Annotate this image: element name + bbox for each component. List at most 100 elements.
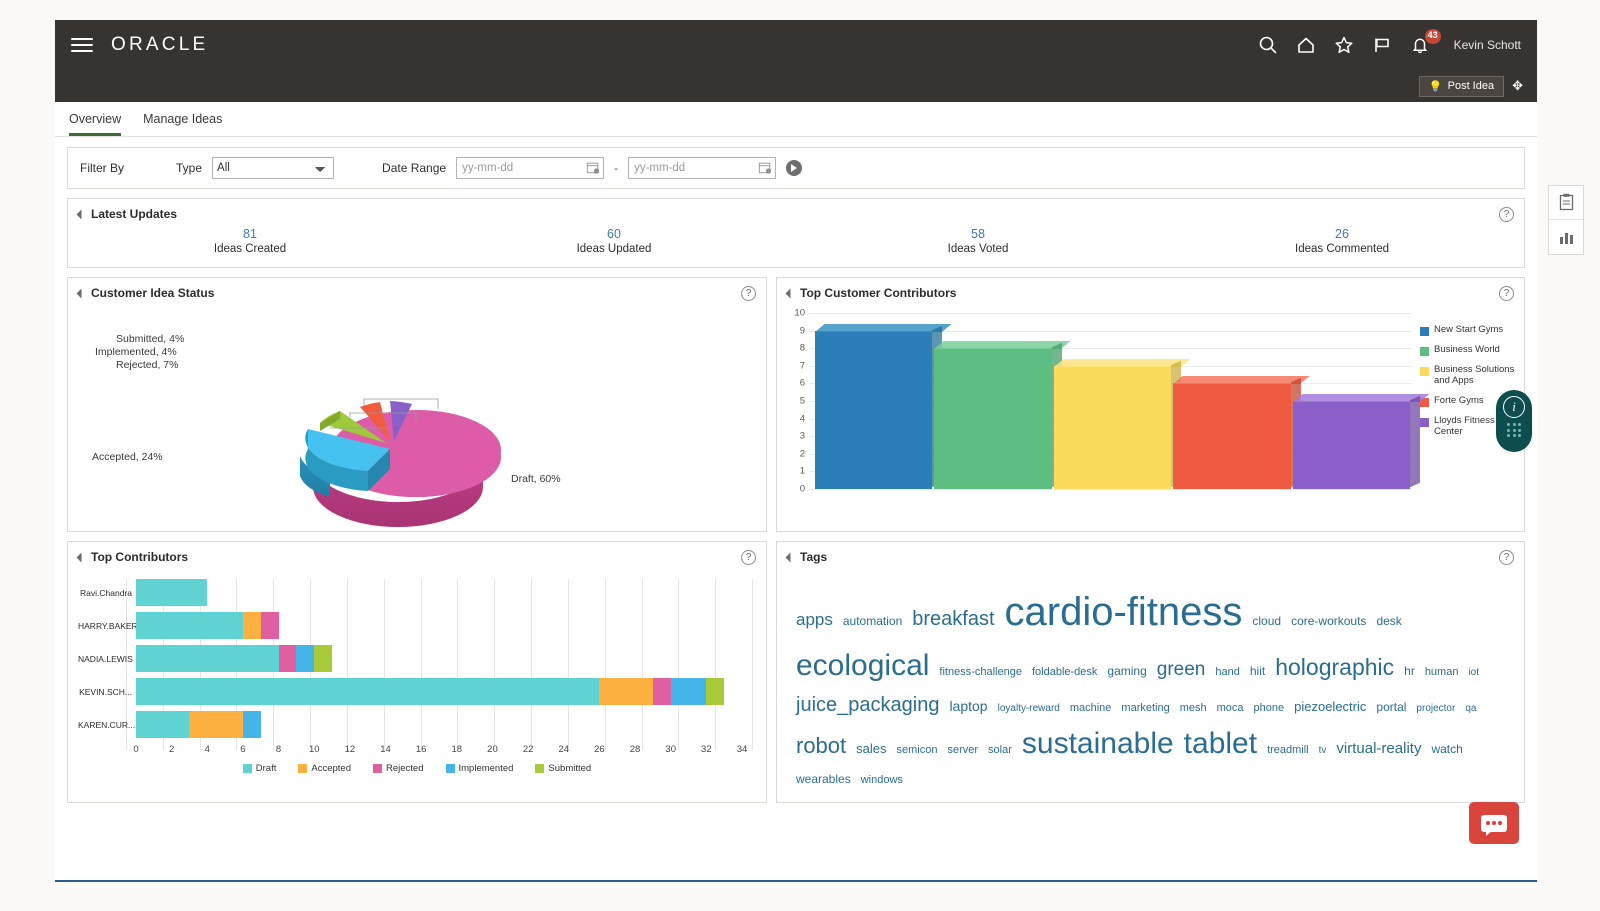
bar-row-ravi-chandra[interactable]: Ravi.Chandra (80, 579, 742, 606)
collapse-triangle-icon[interactable] (785, 552, 796, 562)
segment-draft[interactable] (136, 678, 600, 705)
bar-lloyds-fitness-center[interactable] (1292, 394, 1430, 489)
legend-item-lloyds-fitness-center[interactable]: Lloyds Fitness Center (1420, 415, 1516, 438)
tag-item[interactable]: core-workouts (1291, 614, 1367, 628)
chat-button[interactable] (1469, 802, 1519, 844)
legend-item-accepted[interactable]: Accepted (298, 763, 351, 774)
tag-item[interactable]: mesh (1179, 701, 1207, 714)
tag-item[interactable]: holographic (1275, 654, 1395, 680)
search-icon[interactable] (1258, 35, 1278, 55)
tag-item[interactable]: projector (1416, 702, 1456, 714)
tag-item[interactable]: portal (1376, 699, 1407, 714)
kpi-value[interactable]: 60 (607, 227, 621, 241)
tag-item[interactable]: breakfast (912, 608, 995, 630)
bar-row-karen-cur[interactable]: KAREN.CUR... (78, 711, 742, 738)
segment-submitted[interactable] (314, 645, 333, 672)
tag-item[interactable]: tablet (1183, 726, 1258, 760)
help-icon[interactable]: ? (1499, 286, 1514, 301)
type-select[interactable]: All (212, 157, 335, 179)
tag-item[interactable]: hiit (1249, 664, 1266, 678)
tag-item[interactable]: robot (796, 732, 847, 758)
bar-row-kevin-sch[interactable]: KEVIN.SCH... (79, 678, 742, 705)
calendar-icon[interactable] (586, 160, 600, 175)
tag-item[interactable]: sustainable (1021, 726, 1174, 760)
tag-item[interactable]: solar (988, 743, 1012, 756)
tag-item[interactable]: machine (1069, 701, 1112, 714)
help-icon[interactable]: ? (741, 550, 756, 565)
collapse-triangle-icon[interactable] (76, 209, 87, 219)
collapse-triangle-icon[interactable] (785, 288, 796, 298)
segment-rejected[interactable] (652, 678, 671, 705)
tag-item[interactable]: cardio-fitness (1004, 590, 1243, 634)
tag-item[interactable]: ecological (796, 649, 930, 682)
segment-rejected[interactable] (260, 612, 279, 639)
segment-implemented[interactable] (242, 711, 261, 738)
segment-accepted[interactable] (189, 711, 243, 738)
tag-item[interactable]: sales (856, 740, 887, 756)
legend-item-business-world[interactable]: Business World (1420, 344, 1516, 356)
tag-item[interactable]: treadmill (1267, 743, 1309, 756)
help-icon[interactable]: ? (1499, 207, 1514, 222)
help-icon[interactable]: ? (741, 286, 756, 301)
segment-implemented[interactable] (296, 645, 315, 672)
tag-item[interactable]: apps (796, 610, 833, 629)
legend-item-forte-gyms[interactable]: Forte Gyms (1420, 395, 1516, 407)
bar-forte-gyms[interactable] (1173, 376, 1311, 489)
tag-item[interactable]: tv (1318, 744, 1327, 756)
tag-item[interactable]: foldable-desk (1031, 666, 1098, 678)
kpi-value[interactable]: 81 (243, 227, 257, 241)
segment-draft[interactable] (136, 612, 243, 639)
tab-manage-ideas[interactable]: Manage Ideas (143, 112, 223, 126)
hamburger-menu-icon[interactable] (71, 38, 93, 52)
notifications-bell-icon[interactable]: 43 (1410, 29, 1441, 55)
tag-item[interactable]: juice_packaging (796, 693, 940, 716)
kpi-value[interactable]: 26 (1335, 227, 1349, 241)
legend-item-draft[interactable]: Draft (242, 763, 276, 774)
tag-item[interactable]: watch (1431, 741, 1463, 756)
flag-icon[interactable] (1372, 35, 1392, 55)
legend-item-submitted[interactable]: Submitted (535, 763, 591, 774)
tag-item[interactable]: server (947, 743, 979, 756)
date-to-input[interactable] (628, 157, 777, 179)
segment-draft[interactable] (136, 579, 208, 606)
tag-item[interactable]: marketing (1121, 701, 1170, 714)
tag-item[interactable]: automation (842, 614, 903, 628)
help-icon[interactable]: ? (1499, 550, 1514, 565)
tag-item[interactable]: loyalty-reward (997, 702, 1060, 714)
tag-item[interactable]: qa (1465, 702, 1477, 714)
legend-item-implemented[interactable]: Implemented (445, 763, 513, 774)
tag-item[interactable]: iot (1468, 667, 1480, 678)
tag-item[interactable]: semicon (896, 743, 938, 756)
tag-item[interactable]: human (1424, 666, 1459, 678)
segment-submitted[interactable] (706, 678, 725, 705)
tag-item[interactable]: laptop (949, 697, 988, 714)
segment-implemented[interactable] (670, 678, 707, 705)
bar-row-nadia-lewis[interactable]: NADIA.LEWIS (78, 645, 742, 672)
segment-accepted[interactable] (242, 612, 261, 639)
date-from-input[interactable] (456, 157, 605, 179)
apply-filter-button[interactable] (786, 160, 803, 176)
pie-chart-svg[interactable] (68, 301, 768, 531)
legend-item-new-start-gyms[interactable]: New Start Gyms (1420, 324, 1516, 336)
collapse-triangle-icon[interactable] (76, 288, 87, 298)
segment-draft[interactable] (136, 711, 190, 738)
tab-overview[interactable]: Overview (69, 112, 122, 136)
bar-chart-icon[interactable] (1549, 220, 1583, 254)
tag-item[interactable]: fitness-challenge (939, 666, 1022, 678)
calendar-icon[interactable] (758, 160, 772, 175)
segment-rejected[interactable] (278, 645, 297, 672)
column-chart-plot[interactable]: 10 9 8 7 6 5 4 3 2 1 0 (785, 308, 1430, 511)
tag-item[interactable]: green (1156, 659, 1206, 680)
tag-item[interactable]: desk (1376, 614, 1402, 628)
bar-row-harry-baker[interactable]: HARRY.BAKER (78, 612, 742, 639)
bar-new-start-gyms[interactable] (815, 323, 952, 489)
tag-item[interactable]: hr (1404, 664, 1415, 678)
tag-item[interactable]: virtual-reality (1336, 739, 1422, 757)
tag-item[interactable]: wearables (796, 772, 851, 786)
segment-draft[interactable] (136, 645, 279, 672)
tag-item[interactable]: phone (1253, 701, 1285, 714)
legend-item-business-solutions-and-apps[interactable]: Business Solutions and Apps (1420, 364, 1516, 387)
segment-accepted[interactable] (599, 678, 653, 705)
expand-icon[interactable]: ✥ (1512, 78, 1523, 93)
kpi-value[interactable]: 58 (971, 227, 985, 241)
